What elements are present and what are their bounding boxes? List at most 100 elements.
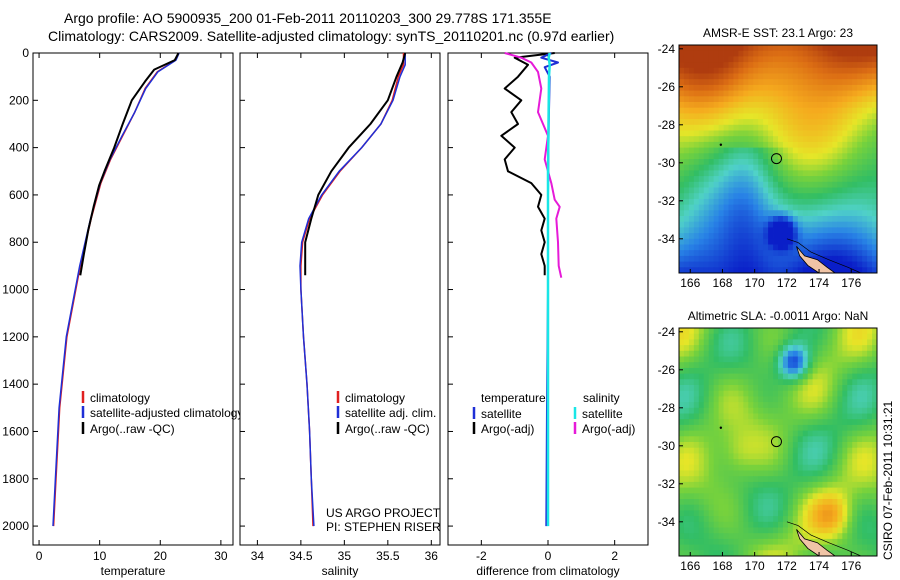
map-cell	[847, 227, 853, 234]
map-cell	[797, 453, 804, 460]
map-cell	[708, 204, 715, 211]
map-cell	[862, 119, 868, 126]
map-cell	[753, 267, 759, 274]
map-cell	[703, 481, 710, 488]
map-cell	[792, 453, 799, 460]
map-cell	[718, 119, 724, 126]
map-cell	[787, 447, 794, 454]
map-cell	[753, 333, 759, 340]
map-cell	[753, 255, 759, 262]
map-cell	[703, 345, 710, 352]
map-cell	[758, 419, 764, 426]
map-cell	[817, 362, 823, 369]
map-cell	[852, 198, 858, 205]
map-cell	[837, 255, 843, 262]
map-cell	[688, 419, 695, 426]
map-cell	[733, 510, 739, 517]
map-cell	[847, 107, 853, 114]
map-cell	[787, 419, 794, 426]
map-cell	[758, 424, 764, 431]
map-cell	[763, 504, 769, 511]
map-cell	[827, 67, 833, 74]
map-cell	[688, 350, 695, 357]
map-cell	[768, 373, 774, 380]
map-cell	[847, 170, 853, 177]
map-cell	[807, 244, 814, 251]
map-cell	[807, 328, 814, 335]
map-cell	[768, 493, 774, 500]
map-cell	[812, 464, 818, 471]
x-tick-label: 30	[214, 549, 228, 563]
map-cell	[817, 516, 823, 523]
map-cell	[733, 521, 739, 528]
map-cell	[812, 396, 818, 403]
plot-frame-temperature	[32, 52, 234, 546]
map-cell	[852, 339, 858, 346]
map-cell	[733, 379, 739, 386]
map-cell	[683, 198, 690, 205]
map-cell	[708, 119, 715, 126]
map-cell	[832, 521, 838, 528]
map-cell	[753, 56, 759, 63]
map-cell	[683, 261, 690, 268]
map-cell	[832, 102, 838, 109]
map-cell	[778, 367, 784, 374]
map-cell	[787, 159, 794, 166]
map-cell	[867, 504, 873, 511]
map-cell	[782, 261, 789, 268]
map-cell	[792, 333, 799, 340]
map-cell	[693, 119, 700, 126]
map-cell	[773, 261, 779, 268]
map-cell	[782, 419, 789, 426]
map-cell	[807, 521, 814, 528]
map-cell	[763, 550, 769, 557]
map-cell	[703, 544, 710, 551]
map-y-tick-label: -26	[658, 363, 676, 377]
map-cell	[683, 459, 690, 466]
map-cell	[807, 481, 814, 488]
map-cell	[728, 130, 734, 137]
map-cell	[728, 544, 734, 551]
map-cell	[679, 176, 685, 183]
map-cell	[758, 250, 764, 257]
map-cell	[723, 453, 729, 460]
map-cell	[763, 67, 769, 74]
map-cell	[708, 267, 715, 274]
map-cell	[802, 442, 809, 449]
map-cell	[693, 424, 700, 431]
map-cell	[847, 124, 853, 131]
map-cell	[847, 464, 853, 471]
map-cell	[827, 396, 833, 403]
map-cell	[782, 233, 789, 240]
map-cell	[867, 90, 873, 97]
map-cell	[867, 385, 873, 392]
map-cell	[778, 476, 784, 483]
map-cell	[703, 493, 710, 500]
map-cell	[698, 459, 705, 466]
map-cell	[693, 90, 700, 97]
map-cell	[758, 362, 764, 369]
map-cell	[842, 356, 848, 363]
map-cell	[733, 487, 739, 494]
map-cell	[787, 204, 794, 211]
map-cell	[723, 73, 729, 80]
map-cell	[827, 470, 833, 477]
map-cell	[852, 227, 858, 234]
map-cell	[807, 141, 814, 148]
map-cell	[679, 470, 685, 477]
map-cell	[802, 493, 809, 500]
map-cell	[822, 67, 828, 74]
map-cell	[738, 193, 744, 200]
map-cell	[753, 119, 759, 126]
x-tick-label: -2	[476, 549, 487, 563]
map-cell	[738, 407, 744, 414]
map-cell	[817, 124, 823, 131]
map-cell	[807, 379, 814, 386]
map-cell	[683, 130, 690, 137]
map-cell	[703, 328, 710, 335]
map-cell	[713, 267, 719, 274]
map-cell	[728, 350, 734, 357]
map-cell	[802, 50, 809, 57]
map-cell	[797, 267, 804, 274]
map-cell	[679, 119, 685, 126]
